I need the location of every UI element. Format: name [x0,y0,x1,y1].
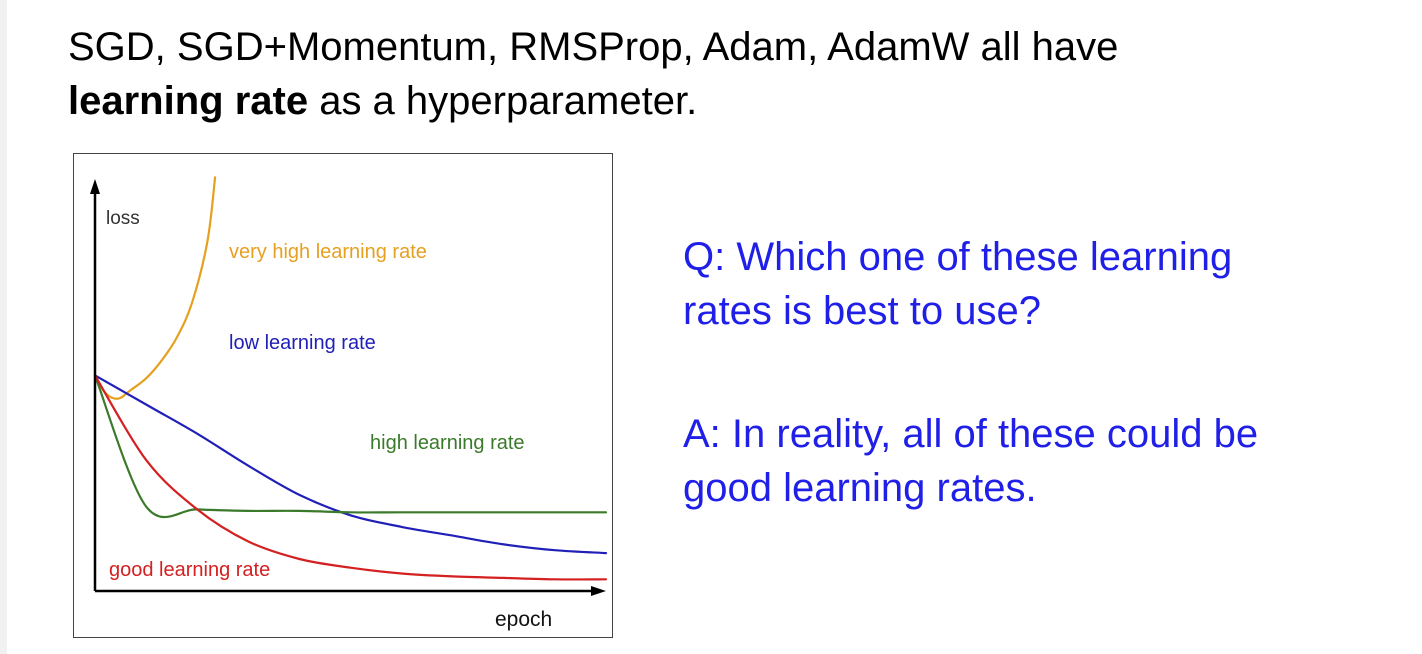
heading-line-2: learning rate as a hyperparameter. [68,74,1368,128]
heading-line-1: SGD, SGD+Momentum, RMSProp, Adam, AdamW … [68,25,1119,69]
x-axis-label: epoch [495,608,552,631]
low-lr-label: low learning rate [229,332,376,354]
slide-heading: SGD, SGD+Momentum, RMSProp, Adam, AdamW … [68,20,1368,128]
answer-line-2: good learning rates. [683,466,1037,510]
low-lr-curve [93,374,608,555]
slide-left-edge [0,0,7,654]
answer-text: A: In reality, all of these could be goo… [683,407,1403,515]
heading-bold-term: learning rate [68,79,309,123]
high-lr-label: high learning rate [370,432,525,454]
chart-svg: loss epoch very high learning rate low lear… [90,176,608,631]
heading-line-2-rest: as a hyperparameter. [308,79,698,123]
y-axis-label: loss [106,208,140,229]
good-lr-label: good learning rate [109,559,270,581]
x-axis-arrowhead [591,586,606,596]
high-lr-curve [93,374,608,519]
y-axis-arrowhead [90,179,100,194]
learning-rate-chart: loss epoch very high learning rate low lear… [73,153,613,638]
good-lr-curve [93,374,608,581]
very-high-lr-label: very high learning rate [229,241,427,263]
question-text: Q: Which one of these learning rates is … [683,230,1403,338]
answer-line-1: A: In reality, all of these could be [683,412,1259,456]
very-high-lr-curve [93,176,217,400]
question-line-2: rates is best to use? [683,289,1041,333]
question-line-1: Q: Which one of these learning [683,235,1233,279]
